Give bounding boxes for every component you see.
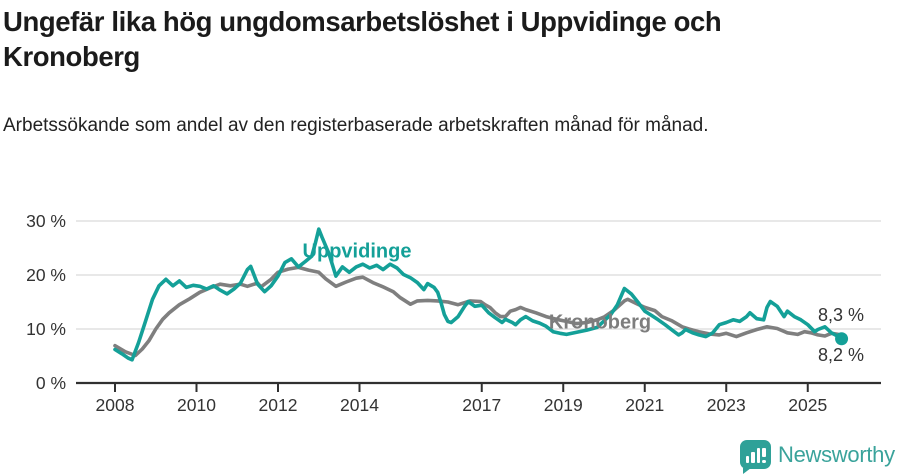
- page-title: Ungefär lika hög ungdomsarbetslöshet i U…: [3, 6, 722, 73]
- series-label-uppvidinge: Uppvidinge: [302, 240, 412, 263]
- x-tick-label-2023: 2023: [707, 395, 746, 415]
- chart-subtitle: Arbetssökande som andel av den registerb…: [3, 115, 709, 136]
- x-tick-label-2017: 2017: [462, 395, 501, 415]
- x-tick-label-2008: 2008: [96, 395, 135, 415]
- newsworthy-brand-text: Newsworthy: [778, 441, 895, 467]
- x-tick-label-2021: 2021: [625, 395, 664, 415]
- y-tick-label-20: 20 %: [26, 265, 66, 285]
- newsworthy-bubble-chart-icon: [740, 440, 771, 474]
- end-value-kronoberg: 8,3 %: [818, 305, 865, 325]
- x-tick-label-2025: 2025: [788, 395, 827, 415]
- end-value-uppvidinge: 8,2 %: [818, 345, 865, 365]
- line-uppvidinge: [113, 227, 844, 362]
- x-tick-label-2012: 2012: [259, 395, 298, 415]
- series-label-kronoberg: Kronoberg: [548, 311, 652, 334]
- y-tick-label-0: 0 %: [36, 373, 66, 393]
- x-tick-label-2019: 2019: [544, 395, 583, 415]
- x-tick-label-2014: 2014: [340, 395, 379, 415]
- x-tick-label-2010: 2010: [177, 395, 216, 415]
- newsworthy-logo: Newsworthy: [740, 440, 895, 474]
- y-tick-label-30: 30 %: [26, 211, 66, 231]
- y-tick-label-10: 10 %: [26, 319, 66, 339]
- end-dot-uppvidinge: [835, 332, 849, 346]
- line-kronoberg: [113, 265, 844, 358]
